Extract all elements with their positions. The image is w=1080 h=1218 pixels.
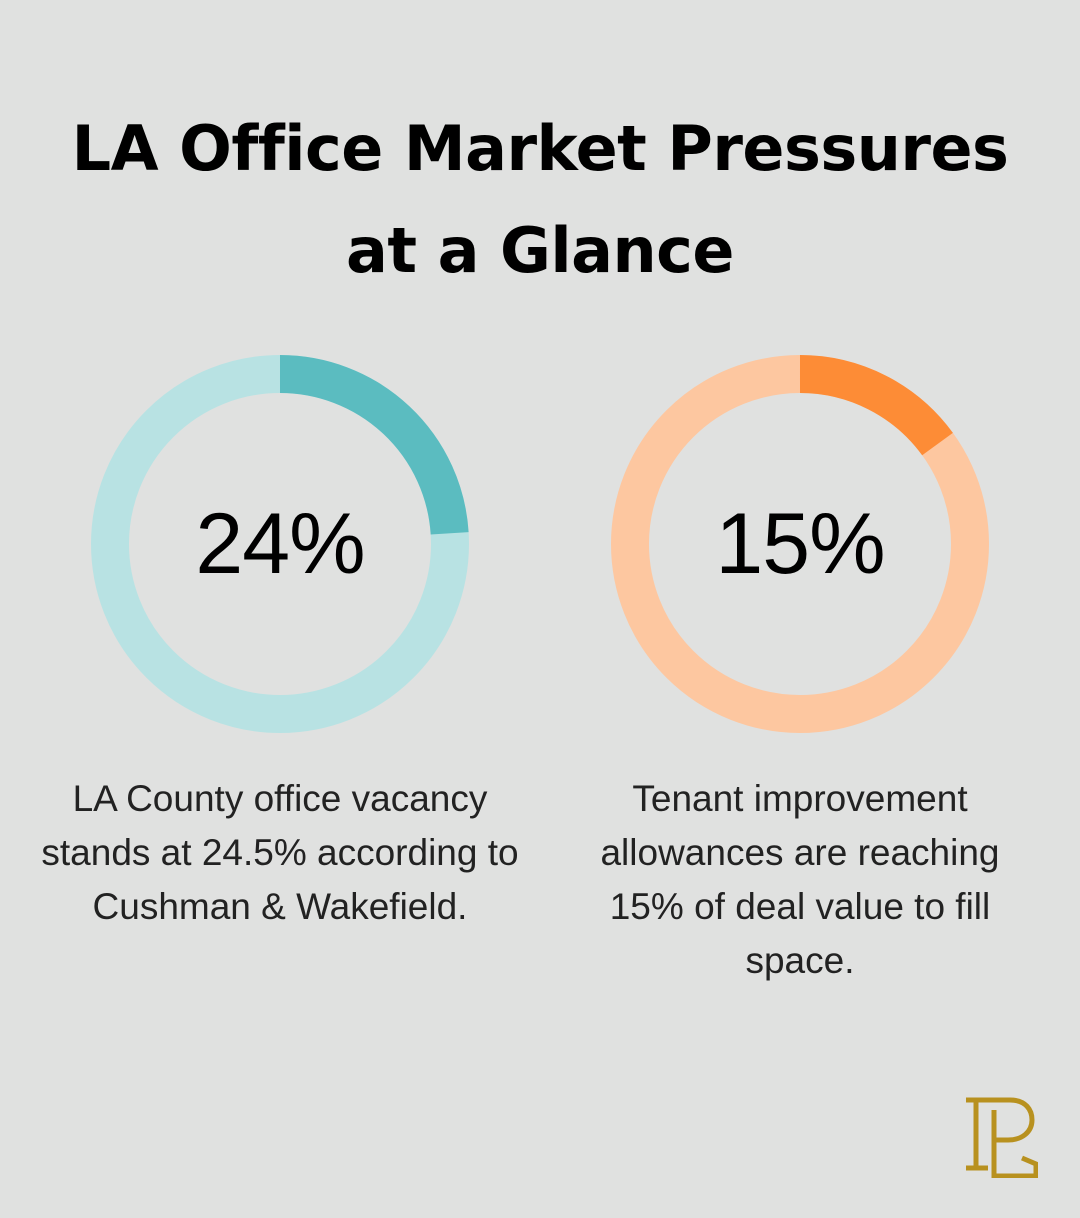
vacancy-donut-arc (279, 355, 469, 535)
vacancy-caption: LA County office vacancy stands at 24.5%… (41, 778, 519, 927)
title-line-2: at a Glance (346, 214, 734, 287)
vacancy-value-label: 24% (195, 495, 365, 592)
ti-allowance-caption: Tenant improvement allowances are reachi… (600, 778, 1000, 981)
vacancy-donut-svg (91, 355, 469, 733)
vacancy-donut-chart: 24% (91, 355, 469, 733)
ti-allowance-donut-svg (611, 355, 989, 733)
page-title: LA Office Market Pressures at a Glance (0, 98, 1080, 302)
ti-allowance-donut-chart: 15% (611, 355, 989, 733)
bp-monogram-logo (966, 1097, 1038, 1178)
ti-allowance-value-label: 15% (715, 495, 885, 592)
title-line-1: LA Office Market Pressures (71, 112, 1009, 185)
ti-allowance-donut-arc (799, 355, 953, 456)
